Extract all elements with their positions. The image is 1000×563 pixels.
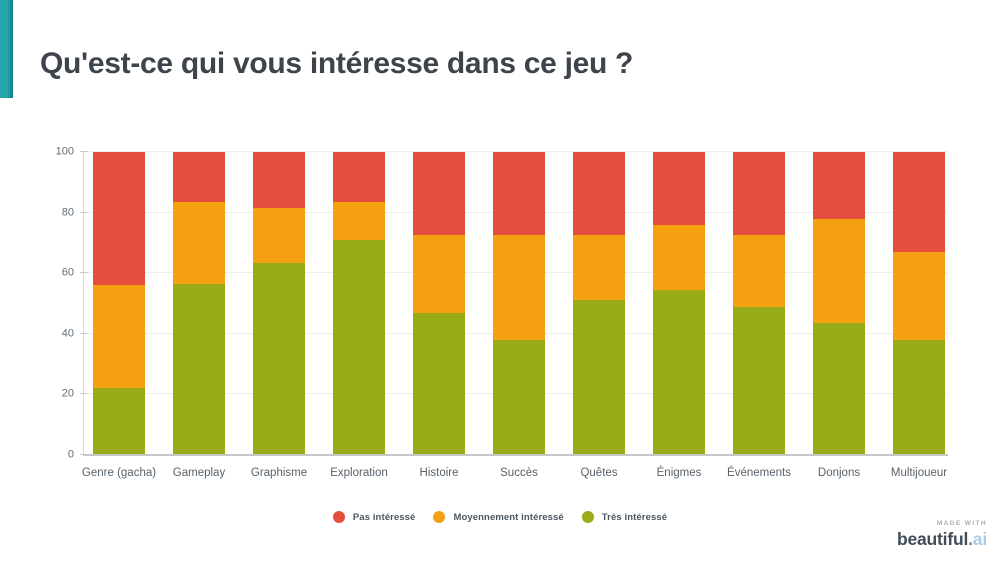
bar-segment	[333, 152, 385, 202]
x-axis-label: Donjons	[817, 467, 861, 479]
bar-segment	[493, 152, 545, 236]
y-axis-label: 20	[61, 387, 74, 400]
bar-segment	[733, 152, 785, 236]
legend-item-moyennement-interesse: Moyennement intéressé	[433, 511, 564, 523]
bar-graphisme	[253, 152, 305, 455]
bar-donjons	[813, 152, 865, 455]
y-axis-tick	[80, 151, 88, 152]
bar-qu-tes	[573, 152, 625, 455]
y-axis-label: 100	[55, 145, 74, 158]
bar-segment	[573, 235, 625, 301]
bar-segment	[93, 388, 145, 455]
y-axis-label: 0	[67, 448, 74, 461]
bar-segment	[653, 289, 705, 455]
legend-label: Moyennement intéressé	[453, 511, 564, 523]
bar-segment	[333, 202, 385, 240]
bar-segment	[493, 235, 545, 340]
bar-segment	[173, 152, 225, 203]
y-axis-label: 60	[61, 266, 74, 279]
bar-segment	[333, 239, 385, 455]
bar--v-nements	[733, 152, 785, 455]
bar-segment	[173, 202, 225, 284]
x-axis-label: Événements	[727, 467, 791, 479]
x-axis-line	[83, 454, 948, 456]
y-axis-line	[83, 152, 84, 455]
x-axis-label: Quêtes	[580, 467, 618, 479]
x-axis-label: Énigmes	[656, 467, 702, 479]
bar-segment	[733, 306, 785, 455]
bar-segment	[653, 224, 705, 290]
bar-segment	[173, 283, 225, 455]
x-axis-label: Genre (gacha)	[81, 467, 157, 479]
x-axis-label: Gameplay	[172, 467, 226, 479]
y-axis-tick	[80, 272, 88, 274]
y-axis-tick	[80, 211, 88, 213]
bar-segment	[93, 285, 145, 389]
bar-segment	[893, 252, 945, 340]
bar-gameplay	[173, 152, 225, 455]
brand-suffix: ai	[972, 528, 987, 549]
y-axis-label: 40	[61, 327, 74, 340]
x-axis-label: Succès	[500, 467, 538, 479]
beautiful-ai-logo[interactable]: MADE WITH beautiful.ai	[897, 520, 987, 549]
plot-area: 0 20 40 60 80 100 Genre (gacha) Gameplay Graphis…	[56, 146, 948, 479]
bar-histoire	[413, 152, 465, 455]
bar-multijoueur	[893, 152, 945, 455]
brand-dot: .	[968, 528, 973, 549]
bar-segment	[253, 208, 305, 263]
y-axis-tick	[80, 332, 88, 334]
bar-segment	[93, 152, 145, 286]
bar-segment	[813, 323, 865, 455]
bar-segment	[573, 152, 625, 236]
bar-segment	[733, 235, 785, 307]
page-title: Qu'est-ce qui vous intéresse dans ce jeu…	[40, 47, 634, 81]
legend-label: Pas intéressé	[352, 511, 416, 523]
bar-segment	[493, 339, 545, 455]
x-axis-label: Exploration	[330, 467, 388, 479]
bar-genre-gacha-	[93, 152, 145, 455]
bar-succ-s	[493, 152, 545, 455]
bar-segment	[413, 312, 465, 455]
beautiful-ai-wordmark: beautiful.ai	[897, 528, 987, 549]
legend-dot-red-icon	[332, 511, 345, 523]
brand-text: beautiful	[897, 528, 969, 549]
legend-dot-orange-icon	[433, 511, 446, 523]
legend-label: Très intéressé	[601, 511, 668, 523]
made-with-label: MADE WITH	[936, 520, 987, 527]
bar-segment	[253, 152, 305, 209]
accent-bar	[0, 0, 13, 98]
x-axis-label: Graphisme	[250, 467, 308, 479]
bar-segment	[893, 152, 945, 253]
bar-segment	[413, 152, 465, 236]
x-axis-label: Histoire	[419, 467, 459, 479]
bar-exploration	[333, 152, 385, 455]
bar-segment	[813, 152, 865, 219]
bar-segment	[893, 339, 945, 455]
bar--nigmes	[653, 152, 705, 455]
bar-segment	[813, 218, 865, 324]
chart-legend: Pas intéressé Moyennement intéressé Très…	[0, 511, 1000, 523]
legend-item-tres-interesse: Très intéressé	[581, 511, 668, 523]
x-axis-label: Multijoueur	[890, 467, 948, 479]
bar-segment	[653, 152, 705, 225]
bar-segment	[573, 300, 625, 455]
legend-item-pas-interesse: Pas intéressé	[332, 511, 416, 523]
y-axis-tick	[80, 393, 88, 395]
bar-segment	[253, 262, 305, 455]
bar-segment	[413, 235, 465, 313]
legend-dot-green-icon	[581, 511, 594, 523]
y-axis-label: 80	[61, 206, 74, 219]
gridline	[84, 151, 948, 152]
